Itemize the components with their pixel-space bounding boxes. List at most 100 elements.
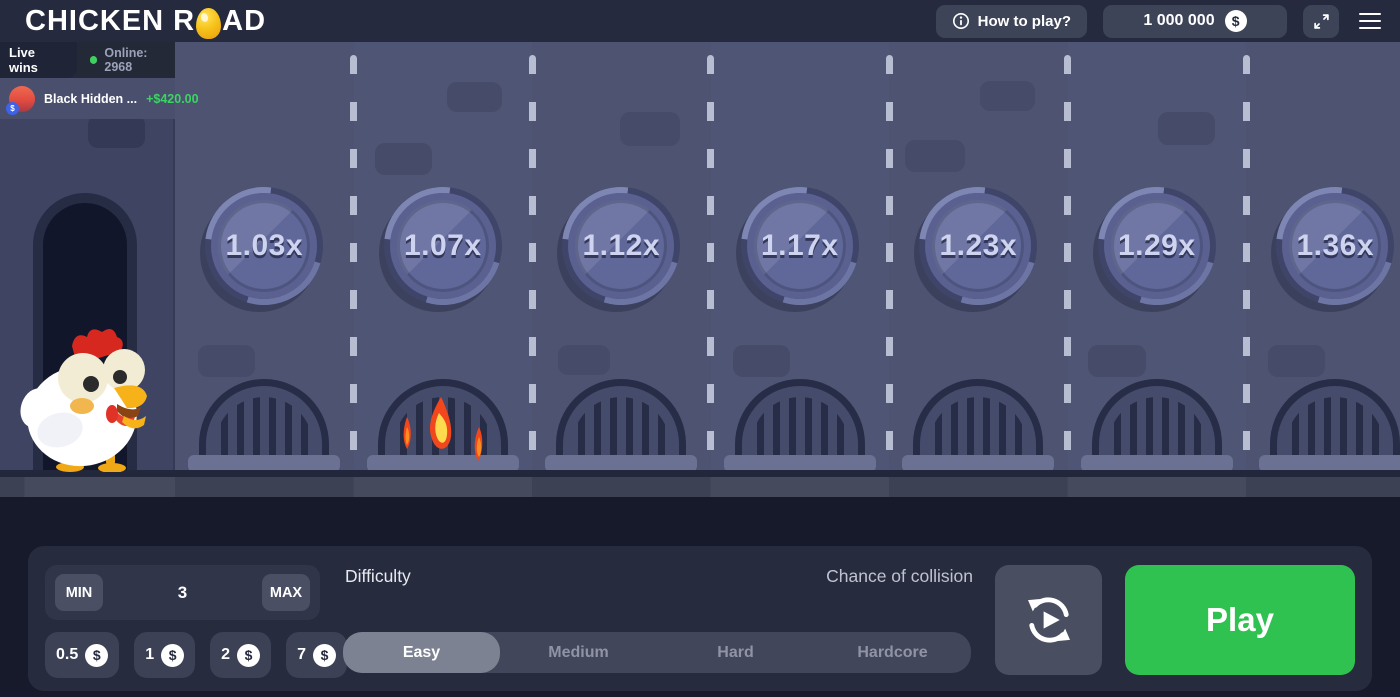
online-count: Online: 2968 xyxy=(104,46,148,74)
road-patch xyxy=(447,82,502,112)
autoplay-button[interactable] xyxy=(995,565,1102,675)
app-logo: CHICKEN R AD xyxy=(25,4,266,39)
live-wins-sidebar: Live wins Online: 2968 $ Black Hidden ..… xyxy=(0,42,199,497)
multiplier-label: 1.17x xyxy=(760,229,839,262)
online-indicator: Online: 2968 xyxy=(89,46,175,74)
difficulty-tab[interactable]: Hard xyxy=(657,632,814,673)
grate-bars xyxy=(929,397,1028,457)
multiplier-coin: 1.23x xyxy=(898,166,1059,326)
quick-bet-button[interactable]: 2 $ xyxy=(210,632,272,678)
grate-bars xyxy=(1107,397,1206,457)
coin-face: 1.36x xyxy=(1289,200,1382,292)
road-patch xyxy=(980,81,1035,111)
multiplier-label: 1.07x xyxy=(403,229,482,262)
multiplier-coin: 1.03x xyxy=(184,166,345,326)
multiplier-label: 1.29x xyxy=(1117,229,1196,262)
header-actions: How to play? 1 000 000 $ xyxy=(935,4,1385,38)
how-to-play-button[interactable]: How to play? xyxy=(935,4,1087,38)
manhole-grate xyxy=(1270,379,1400,457)
grate-base xyxy=(1259,455,1400,472)
min-button[interactable]: MIN xyxy=(55,574,103,611)
grate-bars xyxy=(1286,397,1385,457)
bet-value: 3 xyxy=(177,582,188,602)
max-button[interactable]: MAX xyxy=(262,574,310,611)
lane-divider xyxy=(1242,55,1250,470)
quick-bet-button[interactable]: 1 $ xyxy=(134,632,196,678)
road-patch xyxy=(375,143,432,175)
quick-bet-button[interactable]: 7 $ xyxy=(286,632,347,678)
road-patch xyxy=(1158,112,1215,145)
difficulty-tab[interactable]: Easy xyxy=(343,632,500,673)
multiplier-coin: 1.29x xyxy=(1076,166,1237,326)
grate-base xyxy=(723,455,876,472)
chance-of-collision-label: Chance of collision xyxy=(826,566,973,586)
lane-divider xyxy=(350,55,357,470)
control-panel: MIN 3 MAX 0.5 $ 1 $ 2 $ 7 $ Difficulty C… xyxy=(28,546,1372,691)
road-lane: 1.23x xyxy=(889,42,1071,497)
road-lane: 1.36x xyxy=(1246,42,1400,497)
difficulty-tab[interactable]: Hardcore xyxy=(814,632,971,673)
online-dot-icon xyxy=(89,56,98,64)
road-patch xyxy=(1088,345,1146,377)
dollar-icon: $ xyxy=(85,643,109,667)
manhole-grate xyxy=(734,379,865,457)
sidebar-patch xyxy=(88,115,145,148)
road-lane: 1.03x xyxy=(175,42,357,497)
game-area: 1.03x 1.07x xyxy=(0,42,1400,497)
live-wins-tab[interactable]: Live wins xyxy=(0,42,77,78)
balance-value: 1 000 000 xyxy=(1143,12,1215,29)
lanes: 1.03x 1.07x xyxy=(175,42,1400,497)
win-amount: +$420.00 xyxy=(146,91,199,106)
road-lane: 1.17x xyxy=(711,42,893,497)
road-lane: 1.12x xyxy=(532,42,714,497)
player-name: Black Hidden ... xyxy=(44,91,138,106)
difficulty-tabs: Easy Medium Hard Hardcore xyxy=(343,632,971,673)
coin-face: 1.12x xyxy=(575,200,668,292)
grate-bars xyxy=(750,397,849,457)
egg-shine xyxy=(199,11,210,23)
dollar-icon: $ xyxy=(237,643,261,667)
manhole-grate xyxy=(199,379,330,457)
dollar-icon: $ xyxy=(312,643,336,667)
sidewalk-slabs xyxy=(0,477,1400,497)
balance-pill[interactable]: 1 000 000 $ xyxy=(1103,4,1287,38)
road-curb xyxy=(0,470,1400,477)
grate-bars xyxy=(215,397,314,457)
quick-bet-button[interactable]: 0.5 $ xyxy=(45,632,120,678)
live-win-row: $ Black Hidden ... +$420.00 xyxy=(0,78,199,119)
road-patch xyxy=(558,345,610,375)
grate-base xyxy=(902,455,1055,472)
autoplay-icon xyxy=(1027,597,1070,643)
road: 1.03x 1.07x xyxy=(175,42,1400,497)
info-icon xyxy=(952,12,969,30)
coin-face: 1.03x xyxy=(218,200,311,292)
fire-flames xyxy=(403,397,483,461)
road-patch xyxy=(198,345,255,377)
road-patch xyxy=(1268,345,1325,377)
quick-bet-row: 0.5 $ 1 $ 2 $ 7 $ xyxy=(45,632,347,678)
header-bar: CHICKEN R AD How to play? 1 000 000 $ xyxy=(0,0,1400,42)
quick-bet-value: 0.5 xyxy=(56,646,79,663)
fullscreen-button[interactable] xyxy=(1303,4,1339,38)
dollar-icon: $ xyxy=(1224,10,1247,32)
road-lane: 1.29x xyxy=(1068,42,1250,497)
difficulty-tab[interactable]: Medium xyxy=(500,632,657,673)
grate-bars xyxy=(572,397,671,457)
coin-face: 1.23x xyxy=(932,200,1025,292)
logo-text-right: AD xyxy=(222,4,267,37)
quick-bet-value: 7 xyxy=(297,646,306,663)
manhole-grate xyxy=(556,379,687,457)
road-patch xyxy=(620,112,680,146)
dollar-icon: $ xyxy=(161,643,185,667)
grate-base xyxy=(1080,455,1233,472)
road-lane: 1.07x xyxy=(354,42,536,497)
coin-face: 1.07x xyxy=(396,200,489,292)
fullscreen-icon xyxy=(1313,13,1329,29)
menu-button[interactable] xyxy=(1355,5,1385,38)
menu-icon xyxy=(1359,12,1381,16)
how-to-play-label: How to play? xyxy=(977,12,1071,30)
road-patch xyxy=(905,140,965,172)
player-avatar: $ xyxy=(6,85,35,115)
play-button[interactable]: Play xyxy=(1125,565,1355,675)
